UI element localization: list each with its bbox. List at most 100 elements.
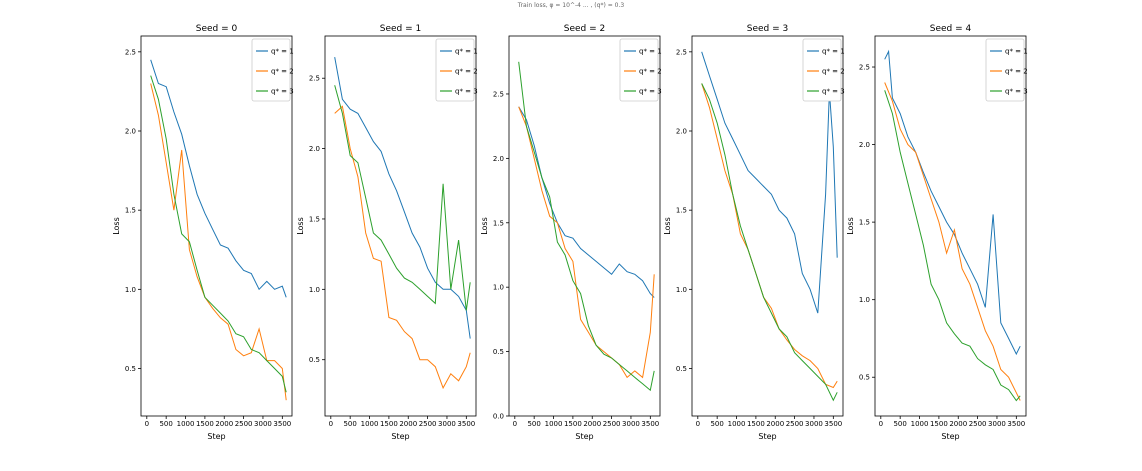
legend-label-q3: q* = 3 [455,88,478,96]
x-tick-label: 500 [527,420,540,428]
x-tick-label: 1500 [930,420,948,428]
subplot-title: Seed = 3 [747,24,789,34]
subplot-title: Seed = 1 [380,24,422,34]
axes-frame [691,35,844,417]
y-tick-label: 1.0 [676,286,687,294]
legend-box [985,38,1025,102]
subplot-title: Seed = 0 [196,24,238,34]
legend-label-q2: q* = 2 [822,68,845,76]
x-tick-label: 500 [893,420,906,428]
y-axis-label: Loss [663,217,672,235]
x-tick-label: 2000 [215,420,233,428]
series-line-q3 [334,85,471,311]
x-tick-label: 3000 [622,420,640,428]
subplot-seed-0: 0 500 1000 1500 2000 2500 3000 3500 0.5 1.0 1.5 2.0… [112,24,294,441]
x-tick-label: 2500 [603,420,621,428]
y-tick-label: 1.0 [125,286,136,294]
legend: q* = 1 q* = 2 q* = 3 [619,38,662,102]
y-tick-label: 0.5 [859,374,870,382]
x-tick-label: 2000 [399,420,417,428]
subplot-seed-3: 0 500 1000 1500 2000 2500 3000 3500 0.5 1.0 1.5 2.0… [663,24,845,441]
subplot-title: Seed = 4 [930,24,972,34]
y-axis-label: Loss [480,217,489,235]
x-tick-label: 1500 [564,420,582,428]
y-tick-label: 2.5 [493,90,504,98]
suptitle: Train loss, φ = 10^-4 ... , (q*) = 0.3 [517,2,625,9]
legend: q* = 1 q* = 2 q* = 3 [802,38,845,102]
legend-box [619,38,659,102]
axes-frame [140,35,293,417]
subplot-title: Seed = 2 [564,24,606,34]
y-tick-label: 2.5 [125,48,136,56]
y-tick-label: 2.5 [309,75,320,83]
x-tick-label: 2000 [949,420,967,428]
y-tick-label: 0.5 [493,348,504,356]
x-tick-label: 1500 [747,420,765,428]
x-tick-label: 2000 [766,420,784,428]
subplot-seed-4: 0 500 1000 1500 2000 2500 3000 3500 0.5 1.0 1.5 2.0… [846,24,1028,441]
x-tick-label: 1000 [177,420,195,428]
series-line-q3 [884,90,1021,402]
y-axis-label: Loss [846,217,855,235]
subplot-seed-1: 0 500 1000 1500 2000 2500 3000 3500 0.5 1.0 1.5 2.0… [296,24,478,441]
legend-label-q1: q* = 1 [455,48,478,56]
x-axis-label: Step [941,432,959,441]
series-line-q2 [334,105,471,390]
legend-label-q3: q* = 3 [1005,88,1028,96]
y-tick-label: 2.5 [676,48,687,56]
legend: q* = 1 q* = 2 q* = 3 [985,38,1028,102]
x-tick-label: 3000 [988,420,1006,428]
legend-label-q1: q* = 1 [639,48,662,56]
y-tick-label: 1.5 [493,219,504,227]
subplot-seed-2: 0 500 1000 1500 2000 2500 3000 3500 0.0 0.5 1.0 1.5… [480,24,662,441]
y-tick-label: 2.5 [859,64,870,72]
x-tick-label: 2500 [235,420,253,428]
y-tick-label: 0.5 [125,365,136,373]
x-tick-label: 0 [329,420,333,428]
y-axis-label: Loss [296,217,305,235]
y-tick-label: 2.0 [676,128,687,136]
x-tick-label: 3000 [254,420,272,428]
x-tick-label: 1500 [196,420,214,428]
series-line-q1 [701,51,838,314]
x-axis-label: Step [575,432,593,441]
y-tick-label: 2.0 [493,155,504,163]
series-line-q1 [150,59,287,298]
x-tick-label: 0 [879,420,883,428]
series-line-q1 [518,106,655,298]
series-line-q3 [150,75,287,393]
y-axis-label: Loss [112,217,121,235]
x-tick-label: 3000 [438,420,456,428]
legend-box [251,38,291,102]
x-tick-label: 3500 [273,420,291,428]
y-tick-label: 1.5 [309,215,320,223]
x-tick-label: 3500 [641,420,659,428]
x-tick-label: 2000 [583,420,601,428]
legend: q* = 1 q* = 2 q* = 3 [251,38,294,102]
legend-label-q1: q* = 1 [1005,48,1028,56]
x-tick-label: 0 [145,420,149,428]
legend-label-q2: q* = 2 [639,68,662,76]
y-tick-label: 2.0 [309,145,320,153]
x-tick-label: 0 [513,420,517,428]
x-tick-label: 1000 [728,420,746,428]
legend-label-q3: q* = 3 [639,88,662,96]
y-tick-label: 2.0 [859,141,870,149]
x-axis-label: Step [207,432,225,441]
legend-label-q3: q* = 3 [822,88,845,96]
y-tick-label: 1.5 [676,207,687,215]
x-tick-label: 0 [696,420,700,428]
series-line-q2 [701,83,838,389]
y-tick-label: 1.0 [309,286,320,294]
axes-frame [508,35,661,417]
legend-box [435,38,475,102]
y-tick-label: 0.5 [309,356,320,364]
x-axis-label: Step [758,432,776,441]
series-line-q2 [884,82,1021,401]
series-line-q1 [884,49,1021,356]
axes-frame [324,35,477,417]
series-line-q2 [518,106,655,379]
x-tick-label: 1000 [545,420,563,428]
y-tick-label: 1.0 [859,296,870,304]
